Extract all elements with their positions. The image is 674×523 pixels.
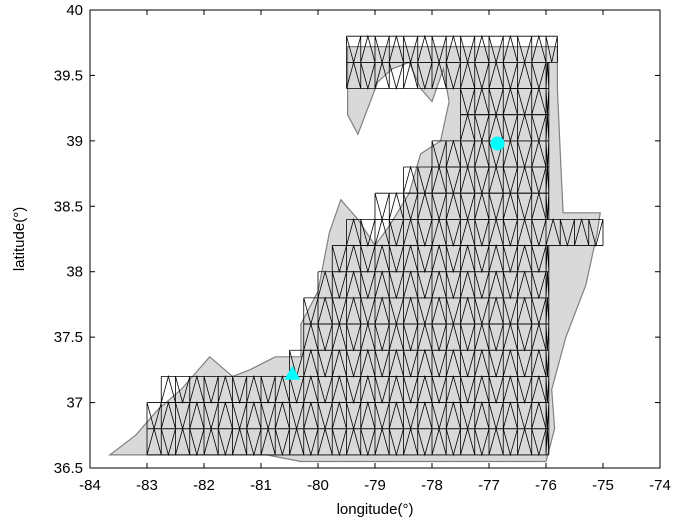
x-tick-label: -82 — [193, 477, 215, 494]
y-axis-title: latitude(°) — [11, 207, 28, 271]
background-map — [108, 45, 601, 463]
x-tick-label: -77 — [478, 477, 500, 494]
state-outline — [108, 45, 601, 463]
mesh-row — [346, 217, 604, 248]
y-tick-label: 37.5 — [54, 329, 83, 346]
y-axis: 36.5 37 37.5 38 38.5 39 39.5 40 — [54, 2, 660, 477]
y-tick-label: 36.5 — [54, 460, 83, 477]
x-tick-label: -75 — [592, 477, 614, 494]
mesh-row — [317, 270, 550, 300]
markers — [284, 136, 505, 380]
triangle-marker — [284, 365, 301, 380]
x-axis: -84 -83 -82 -81 -80 -79 -78 -77 -76 -75 -74 — [79, 10, 671, 494]
x-tick-label: -78 — [421, 477, 443, 494]
x-tick-label: -83 — [136, 477, 158, 494]
y-tick-label: 37 — [66, 395, 83, 412]
x-tick-label: -84 — [79, 477, 101, 494]
x-axis-title: longitude(°) — [337, 501, 414, 518]
y-tick-label: 38.5 — [54, 198, 83, 215]
circle-marker — [490, 136, 505, 151]
triangulated-mesh — [146, 34, 604, 457]
mesh-row — [346, 34, 558, 64]
mesh-row — [331, 244, 550, 274]
y-tick-label: 38 — [66, 264, 83, 281]
y-tick-label: 39 — [66, 133, 83, 150]
x-tick-label: -80 — [307, 477, 329, 494]
y-tick-label: 39.5 — [54, 67, 83, 84]
mesh-row — [303, 322, 550, 352]
y-tick-label: 40 — [66, 2, 83, 19]
x-tick-label: -79 — [364, 477, 386, 494]
x-tick-label: -81 — [250, 477, 272, 494]
x-tick-label: -74 — [649, 477, 671, 494]
x-tick-label: -76 — [535, 477, 557, 494]
